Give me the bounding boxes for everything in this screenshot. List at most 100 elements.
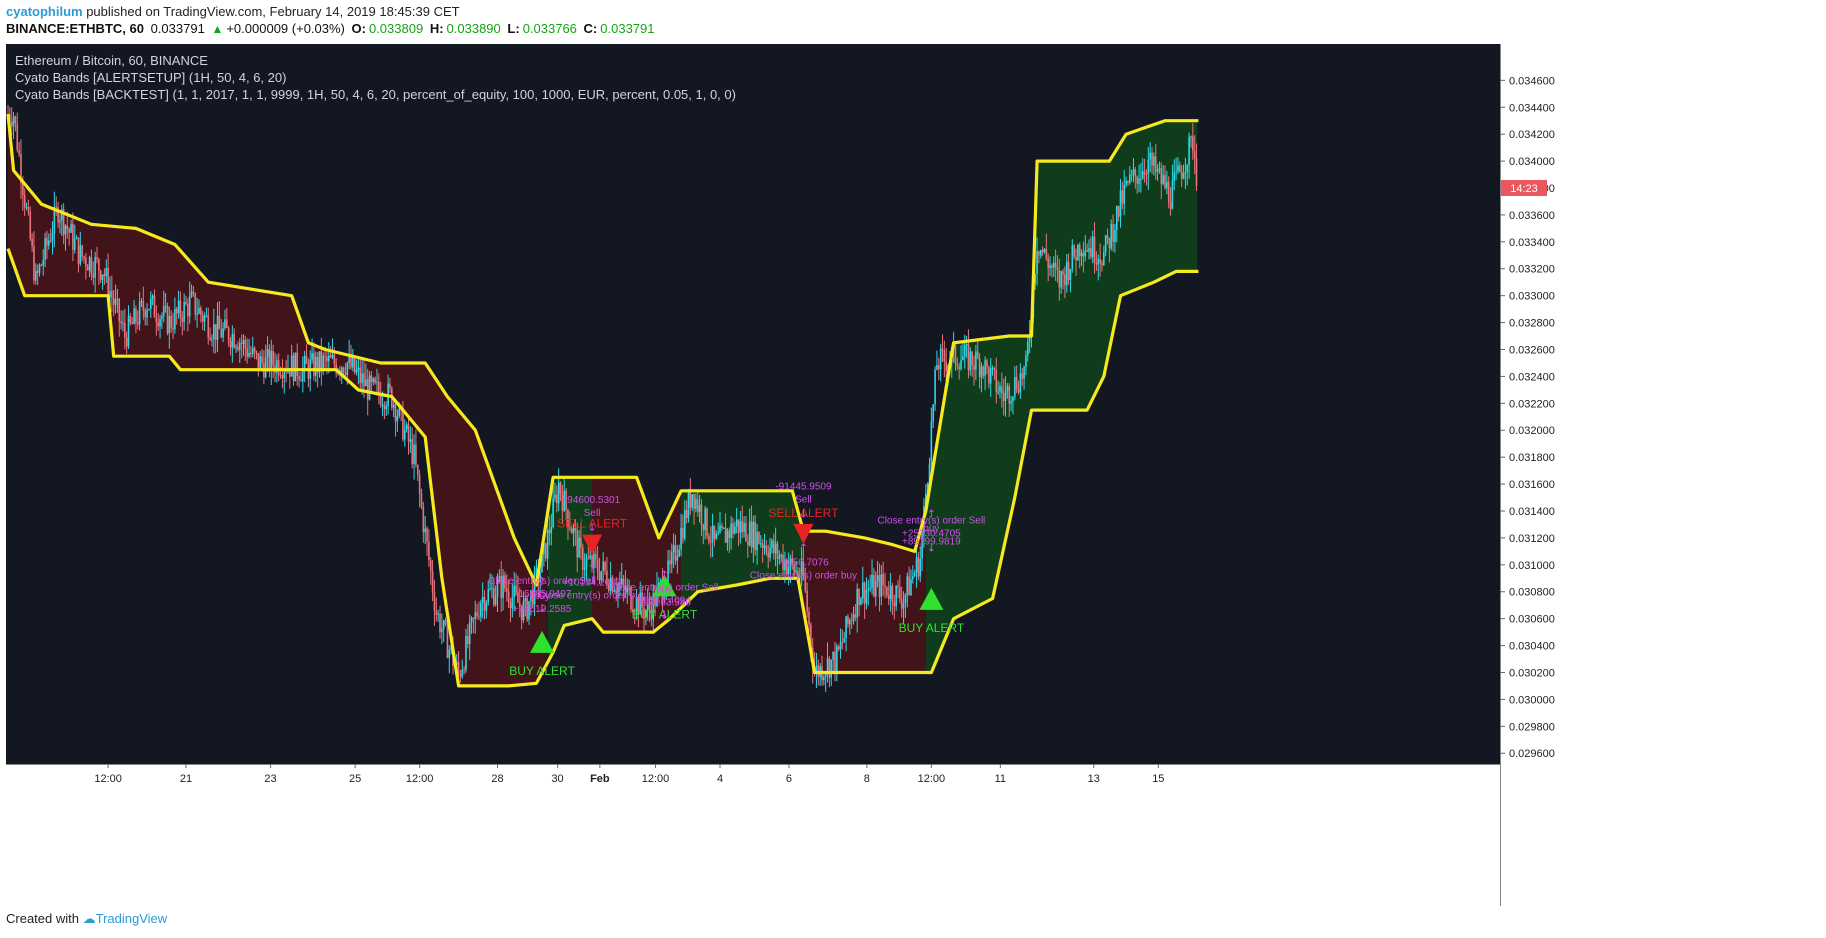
candle-body (49, 240, 52, 242)
candle-body (416, 464, 419, 476)
candle-body (320, 351, 323, 370)
candle-body (1052, 262, 1055, 268)
candle-body (1154, 156, 1157, 172)
candle-body (615, 590, 617, 593)
legend-indicator-alert[interactable]: Cyato Bands [ALERTSETUP] (1H, 50, 4, 6, … (15, 70, 287, 85)
x-tick-label: 23 (264, 773, 276, 785)
candle-body (192, 291, 195, 294)
candle-body (988, 366, 990, 384)
candle-body (1119, 190, 1122, 217)
low-value: 0.033766 (522, 21, 577, 36)
candle-body (784, 560, 786, 571)
candle-body (213, 324, 215, 340)
candle-body (886, 586, 888, 596)
order-label: +94619.2585 (513, 604, 572, 615)
candle-body (294, 352, 297, 382)
candle-body (761, 543, 764, 549)
candle-body (422, 506, 425, 533)
y-tick-label: 0.031000 (1509, 560, 1555, 572)
candle-body (1115, 206, 1118, 231)
candle-body (25, 207, 28, 209)
candle-body (474, 612, 477, 619)
candle-body (164, 306, 167, 308)
candle-body (187, 304, 189, 317)
candle-body (248, 352, 250, 357)
candle-body (246, 348, 248, 357)
order-label: Close entry(s) order buy (538, 591, 645, 602)
candle-body (379, 393, 382, 406)
candle-body (1034, 274, 1037, 283)
candle-body (934, 369, 936, 405)
candle-body (366, 379, 369, 400)
candle-body (826, 658, 829, 674)
candle-body (737, 519, 740, 533)
candle-body (1153, 156, 1155, 166)
candle-body (906, 576, 909, 595)
order-label: -94600.5301 (564, 495, 621, 506)
price-chart[interactable]: BUY ALERT SELL ALERT BUY ALERT SELL ALERT BU… (6, 44, 1820, 906)
candle-body (887, 595, 890, 600)
candle-body (350, 355, 352, 368)
candle-body (865, 590, 868, 604)
tradingview-link[interactable]: TradingView (95, 911, 168, 926)
order-label: +10134.2083 (563, 578, 622, 589)
candle-body (810, 624, 812, 648)
candle-body (12, 116, 15, 127)
candle-body (565, 490, 567, 510)
candle-body (767, 552, 770, 558)
candle-body (513, 585, 515, 597)
candle-body (229, 341, 232, 348)
candle-body (378, 381, 380, 394)
order-label: buy (656, 584, 672, 595)
candle-body (218, 315, 221, 329)
candle-body (344, 372, 347, 375)
candle-body (1106, 235, 1109, 239)
x-tick-label: 6 (786, 773, 792, 785)
sell-alert-marker-icon (793, 523, 814, 544)
candle-body (646, 603, 649, 611)
candle-body (880, 574, 883, 597)
candle-body (804, 575, 807, 592)
candle-body (457, 662, 460, 674)
x-tick-label: 25 (349, 773, 361, 785)
candle-body (1177, 165, 1179, 172)
candle-body (1064, 274, 1066, 286)
candle-body (439, 613, 441, 633)
candle-body (528, 601, 530, 620)
x-tick-label: 8 (864, 773, 870, 785)
candle-body (639, 592, 642, 615)
candle-body (967, 344, 970, 371)
candle-body (124, 323, 126, 338)
candle-body (365, 379, 367, 387)
candle-body (978, 358, 981, 378)
candle-body (1192, 136, 1194, 151)
candle-body (496, 581, 499, 597)
candle-body (559, 482, 562, 495)
candle-body (92, 273, 95, 278)
publisher-name[interactable]: cyatophilum (6, 4, 83, 19)
candle-body (1180, 171, 1183, 179)
candle-body (656, 586, 658, 606)
candle-body (491, 587, 493, 589)
candle-body (311, 353, 313, 360)
candle-body (1182, 173, 1185, 179)
candle-body (1091, 236, 1094, 258)
candle-body (772, 540, 775, 554)
candle-body (650, 609, 653, 620)
candle-body (1025, 355, 1027, 367)
x-tick-label: 12:00 (406, 773, 434, 785)
time-axis-panel (6, 764, 1500, 906)
chart-panel[interactable]: BUY ALERT SELL ALERT BUY ALERT SELL ALERT BU… (6, 44, 1820, 906)
candle-body (613, 590, 616, 592)
candle-body (162, 306, 165, 317)
candle-body (747, 541, 749, 546)
candle-body (1179, 165, 1181, 172)
candle-body (272, 350, 274, 366)
candle-body (142, 301, 145, 311)
candle-body (630, 587, 632, 610)
candle-body (1001, 386, 1003, 394)
candle-body (672, 545, 675, 553)
legend-indicator-backtest[interactable]: Cyato Bands [BACKTEST] (1, 1, 2017, 1, 1… (15, 87, 736, 102)
candle-body (635, 596, 638, 612)
candle-body (244, 339, 247, 349)
